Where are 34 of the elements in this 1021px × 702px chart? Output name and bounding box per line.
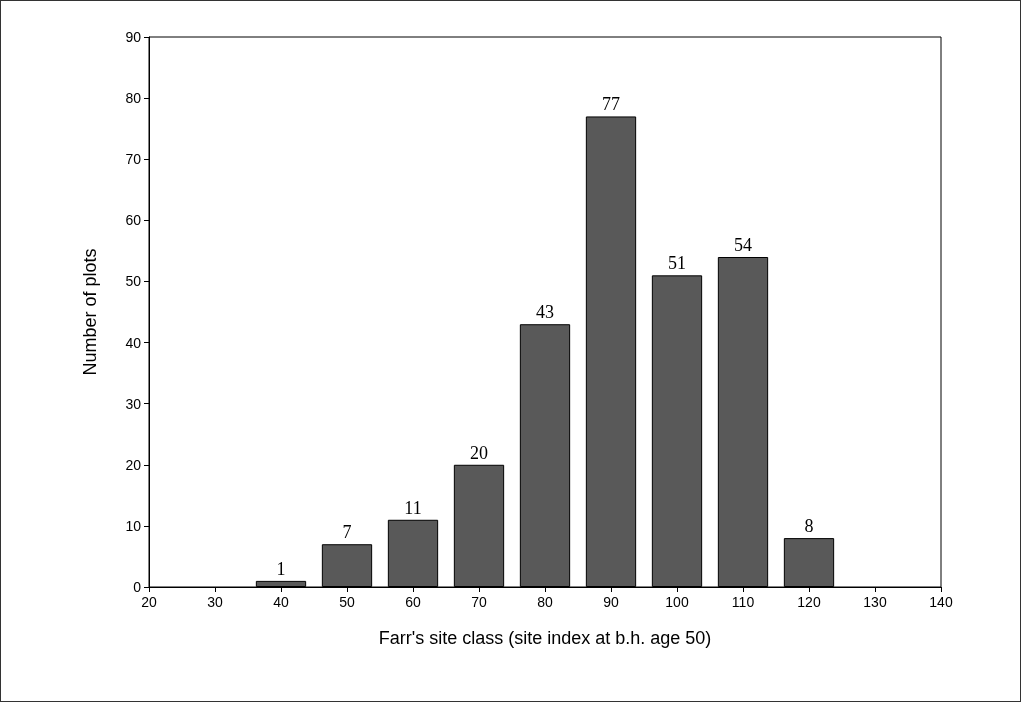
data-label: 11 xyxy=(404,497,422,518)
x-tick-label: 30 xyxy=(207,594,223,610)
y-tick-label: 60 xyxy=(125,212,142,229)
x-axis-title: Farr's site class (site index at b.h. age 50) xyxy=(378,628,712,648)
y-tick-label: 70 xyxy=(125,151,142,168)
y-tick-label: 0 xyxy=(133,579,142,595)
x-tick-label: 100 xyxy=(665,594,689,610)
data-label: 51 xyxy=(668,253,686,274)
data-label: 1 xyxy=(276,558,286,579)
data-label: 43 xyxy=(536,302,554,323)
x-tick-label: 130 xyxy=(863,594,887,610)
y-tick-label: 50 xyxy=(125,273,142,290)
x-tick-label: 70 xyxy=(471,594,487,610)
y-tick-label: 30 xyxy=(125,395,142,412)
y-axis-title: Number of plots xyxy=(80,248,100,376)
x-tick-label: 120 xyxy=(797,594,821,610)
y-tick-label: 20 xyxy=(125,456,142,473)
data-label: 7 xyxy=(342,522,352,543)
x-tick-label: 110 xyxy=(731,594,755,610)
data-label: 77 xyxy=(602,94,620,115)
x-tick-label: 40 xyxy=(273,594,289,610)
y-tick-label: 10 xyxy=(125,517,142,534)
x-tick-label: 140 xyxy=(929,594,953,610)
x-tick-label: 90 xyxy=(603,594,619,610)
data-label: 54 xyxy=(734,235,752,255)
data-label: 8 xyxy=(804,516,814,537)
y-tick-label: 80 xyxy=(125,90,142,107)
x-tick-label: 80 xyxy=(537,594,553,610)
x-tick-label: 60 xyxy=(405,594,421,610)
data-label: 20 xyxy=(470,442,488,463)
y-tick-label: 40 xyxy=(125,334,142,351)
y-tick-label: 90 xyxy=(125,29,142,45)
x-tick-label: 50 xyxy=(339,594,355,610)
x-tick-label: 20 xyxy=(141,594,157,610)
